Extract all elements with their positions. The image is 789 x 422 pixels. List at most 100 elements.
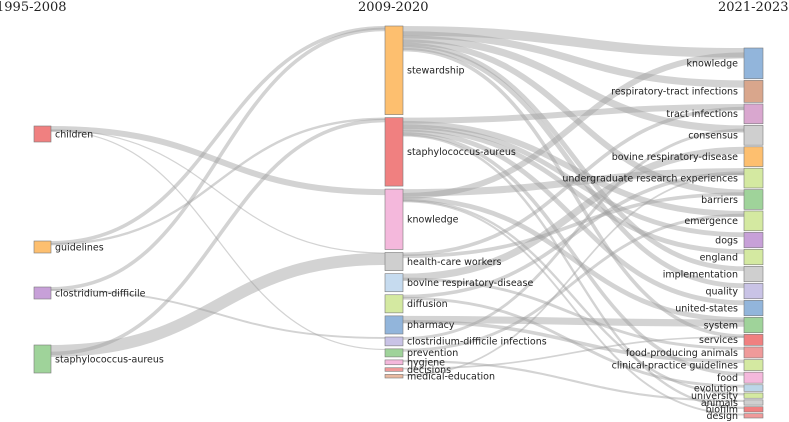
node-label-c_emergence: emergence xyxy=(684,216,738,227)
node-c_knowledge[interactable] xyxy=(743,47,764,80)
flow-link-b_knowledge-to-c_design xyxy=(402,200,745,416)
node-b_cdi[interactable] xyxy=(384,336,404,347)
flow-link-b_diffusion-to-c_evolution xyxy=(402,296,745,388)
period-label-1995-2008: 1995-2008 xyxy=(0,0,67,15)
flow-link-b_prevention-to-c_emergence xyxy=(402,213,745,352)
node-b_stewardship[interactable] xyxy=(384,25,404,115)
node-c_emergence[interactable] xyxy=(743,210,764,232)
node-label-a_guidelines: guidelines xyxy=(55,242,104,253)
flow-links xyxy=(50,26,745,416)
flow-link-a_children-to-b_prevention xyxy=(50,129,386,351)
period-label-2021-2023: 2021-2023 xyxy=(718,0,789,15)
flow-link-b_bovine-to-c_fpa xyxy=(402,277,745,350)
node-label-c_food: food xyxy=(717,373,738,384)
node-b_hcw[interactable] xyxy=(384,252,404,271)
node-c_design[interactable] xyxy=(743,413,764,419)
node-c_consensus[interactable] xyxy=(743,125,764,146)
node-c_barriers[interactable] xyxy=(743,189,764,210)
flow-link-b_stewardship-to-c_services xyxy=(402,47,745,338)
flow-link-b_staph-to-c_dogs xyxy=(402,124,745,238)
label-group: children guidelines clostridium-difficile s… xyxy=(55,59,738,422)
node-label-c_system: system xyxy=(704,320,738,331)
node-label-c_evolution: evolution xyxy=(694,383,738,394)
node-label-c_ure: undergraduate research experiences xyxy=(562,173,738,184)
flow-link-b_knowledge-to-c_knowledge xyxy=(402,52,745,200)
node-a_cdiff[interactable] xyxy=(33,286,52,300)
node-c_biofilm[interactable] xyxy=(743,406,764,413)
flow-link-b_decisions-to-c_services xyxy=(402,335,745,370)
node-label-c_barriers: barriers xyxy=(701,195,738,206)
node-label-c_university: university xyxy=(691,391,738,402)
node-label-c_dogs: dogs xyxy=(715,235,738,246)
node-c_ure[interactable] xyxy=(743,167,764,189)
flow-link-b_stewardship-to-c_implementation xyxy=(402,42,745,272)
node-c_tract[interactable] xyxy=(743,103,764,125)
node-c_quality[interactable] xyxy=(743,283,764,300)
node-c_cpg[interactable] xyxy=(743,359,764,371)
node-label-c_consensus: consensus xyxy=(688,131,738,142)
node-c_evolution[interactable] xyxy=(743,384,764,392)
node-c_implementation[interactable] xyxy=(743,266,764,283)
flow-link-b_hygiene-to-c_animals xyxy=(402,359,745,403)
flow-link-a_staph-to-b_staph xyxy=(50,118,386,356)
flow-link-b_hcw-to-c_tract xyxy=(402,106,745,257)
node-label-c_implementation: implementation xyxy=(663,269,738,280)
period-label-2009-2020: 2009-2020 xyxy=(358,0,429,15)
node-label-c_england: england xyxy=(700,252,738,263)
node-b_meded[interactable] xyxy=(384,374,404,379)
node-c_rti[interactable] xyxy=(743,80,764,103)
node-a_guidelines[interactable] xyxy=(33,240,52,254)
node-label-b_hygiene: hygiene xyxy=(407,358,445,369)
flow-link-b_stewardship-to-c_quality xyxy=(402,45,745,289)
node-label-c_bovine: bovine respiratory-disease xyxy=(612,152,738,163)
node-c_fpa[interactable] xyxy=(743,346,764,359)
flow-link-b_knowledge-to-c_ure xyxy=(402,168,745,197)
node-b_diffusion[interactable] xyxy=(384,294,404,314)
node-label-c_services: services xyxy=(699,335,738,346)
flow-link-b_diffusion-to-c_ure xyxy=(402,171,745,299)
node-c_animals[interactable] xyxy=(743,399,764,406)
node-label-b_decisions: decisions xyxy=(407,365,451,376)
node-c_system[interactable] xyxy=(743,317,764,334)
flow-link-b_stewardship-to-c_consensus xyxy=(402,35,745,133)
node-b_bovine[interactable] xyxy=(384,273,404,293)
node-b_decisions[interactable] xyxy=(384,367,404,372)
node-label-c_knowledge: knowledge xyxy=(687,59,739,70)
node-b_knowledge[interactable] xyxy=(384,188,404,250)
flow-link-b_staph-to-c_us xyxy=(402,129,745,306)
period-headers: 1995-2008 2009-2020 2021-2023 xyxy=(0,0,789,15)
flow-link-b_staph-to-c_tract xyxy=(402,103,745,124)
node-a_children[interactable] xyxy=(33,125,52,143)
node-c_university[interactable] xyxy=(743,392,764,399)
flow-link-b_cdi-to-c_consensus xyxy=(402,128,745,340)
node-c_us[interactable] xyxy=(743,300,764,317)
node-b_pharmacy[interactable] xyxy=(384,315,404,335)
node-label-a_cdiff: clostridium-difficile xyxy=(55,288,146,299)
flow-link-a_guidelines-to-b_stewardship xyxy=(50,26,386,245)
node-b_staph[interactable] xyxy=(384,117,404,187)
node-c_services[interactable] xyxy=(743,334,764,346)
node-c_bovine[interactable] xyxy=(743,146,764,167)
flow-link-b_staph-to-c_food xyxy=(402,132,745,376)
node-c_england[interactable] xyxy=(743,249,764,266)
node-group xyxy=(33,25,764,419)
node-a_staph[interactable] xyxy=(33,344,52,374)
node-label-c_us: united-states xyxy=(675,303,738,314)
node-label-c_cpg: clinical-practice guidelines xyxy=(612,360,738,371)
flow-link-a_cdiff-to-b_cdi xyxy=(50,288,386,339)
flow-link-b_stewardship-to-c_rti xyxy=(402,31,745,88)
flow-link-a_children-to-b_hcw xyxy=(50,129,386,254)
flow-link-a_cdiff-to-b_stewardship xyxy=(50,27,386,291)
flow-link-a_guidelines-to-b_staph xyxy=(50,117,386,246)
node-label-c_quality: quality xyxy=(706,286,739,297)
node-b_prevention[interactable] xyxy=(384,348,404,358)
flow-link-b_knowledge-to-c_system xyxy=(402,196,745,323)
node-c_food[interactable] xyxy=(743,371,764,384)
node-label-c_fpa: food-producing animals xyxy=(626,348,738,359)
flow-link-b_pharmacy-to-c_system xyxy=(402,315,745,327)
node-b_hygiene[interactable] xyxy=(384,359,404,366)
flow-link-a_children-to-b_knowledge xyxy=(50,126,386,196)
node-c_dogs[interactable] xyxy=(743,232,764,249)
flow-link-b_pharmacy-to-c_cpg xyxy=(402,319,745,364)
